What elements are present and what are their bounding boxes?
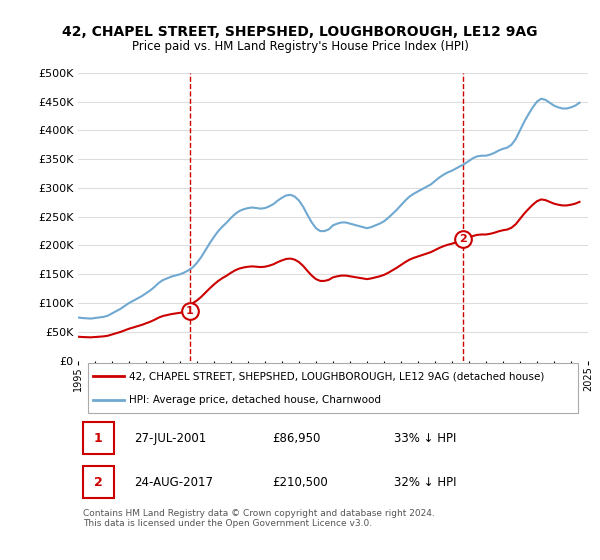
Text: HPI: Average price, detached house, Charnwood: HPI: Average price, detached house, Char…	[129, 395, 381, 405]
Text: 32% ↓ HPI: 32% ↓ HPI	[394, 476, 457, 489]
FancyBboxPatch shape	[88, 363, 578, 413]
Text: 42, CHAPEL STREET, SHEPSHED, LOUGHBOROUGH, LE12 9AG (detached house): 42, CHAPEL STREET, SHEPSHED, LOUGHBOROUG…	[129, 371, 544, 381]
Text: £210,500: £210,500	[272, 476, 328, 489]
FancyBboxPatch shape	[83, 466, 114, 498]
Text: 24-AUG-2017: 24-AUG-2017	[134, 476, 213, 489]
Text: £86,950: £86,950	[272, 432, 320, 445]
Text: Price paid vs. HM Land Registry's House Price Index (HPI): Price paid vs. HM Land Registry's House …	[131, 40, 469, 53]
Text: 42, CHAPEL STREET, SHEPSHED, LOUGHBOROUGH, LE12 9AG: 42, CHAPEL STREET, SHEPSHED, LOUGHBOROUG…	[62, 25, 538, 39]
Text: 33% ↓ HPI: 33% ↓ HPI	[394, 432, 457, 445]
Text: 2: 2	[459, 235, 467, 245]
Text: 2: 2	[94, 476, 103, 489]
Text: 27-JUL-2001: 27-JUL-2001	[134, 432, 206, 445]
Text: 1: 1	[94, 432, 103, 445]
FancyBboxPatch shape	[83, 422, 114, 454]
Text: 1: 1	[186, 306, 194, 316]
Text: Contains HM Land Registry data © Crown copyright and database right 2024.
This d: Contains HM Land Registry data © Crown c…	[83, 509, 435, 528]
